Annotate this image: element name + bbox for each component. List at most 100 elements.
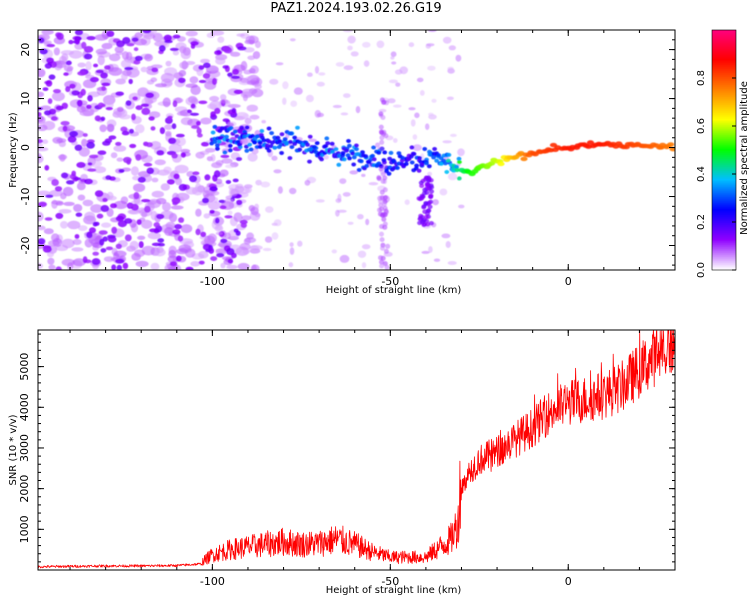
noise-cell <box>174 164 189 174</box>
noise-cell <box>100 248 107 253</box>
noise-cell <box>47 98 53 104</box>
noise-cell <box>160 72 175 83</box>
signal-cell <box>400 155 405 160</box>
signal-cell <box>376 150 382 155</box>
noise-cell <box>83 53 93 60</box>
noise-cell <box>94 115 101 122</box>
noise-cell <box>151 177 159 183</box>
noise-cell <box>429 189 435 194</box>
noise-cell <box>55 266 62 270</box>
noise-cell <box>262 247 272 252</box>
colorbar-segment <box>712 42 736 45</box>
noise-cell <box>242 113 250 120</box>
noise-cell <box>227 258 234 264</box>
noise-cell <box>198 79 207 84</box>
colorbar-segment <box>712 136 736 139</box>
noise-cell <box>43 40 52 45</box>
noise-cell <box>135 154 142 161</box>
noise-cell <box>149 228 158 233</box>
noise-cell <box>172 34 181 39</box>
noise-cell <box>391 61 397 65</box>
signal-cell <box>409 145 415 150</box>
colorbar-segment <box>712 162 736 165</box>
noise-cell <box>379 139 385 145</box>
noise-cell <box>171 153 178 159</box>
noise-cell <box>428 194 434 199</box>
noise-cell <box>282 97 287 105</box>
colorbar-segment <box>712 228 736 231</box>
signal-cell <box>215 146 220 151</box>
snr-x-axis-title: Height of straight line (km) <box>326 585 462 596</box>
noise-cell <box>38 190 51 196</box>
noise-cell <box>176 111 189 116</box>
signal-cell <box>454 164 459 169</box>
noise-cell <box>105 175 112 180</box>
noise-cell <box>38 112 42 117</box>
snr-line <box>38 330 675 569</box>
noise-cell <box>214 197 219 203</box>
noise-cell <box>177 235 184 242</box>
signal-cell <box>215 143 220 148</box>
noise-cell <box>74 30 84 36</box>
noise-cell <box>363 60 370 67</box>
signal-cell <box>382 150 388 155</box>
noise-cell <box>122 262 129 270</box>
noise-cell <box>404 199 410 205</box>
noise-cell <box>42 87 49 91</box>
colorbar-segment <box>712 248 736 251</box>
signal-cell <box>434 158 440 163</box>
colorbar-segment <box>712 120 736 123</box>
colorbar-segment <box>712 62 736 65</box>
noise-cell <box>349 170 359 175</box>
noise-cell <box>52 238 63 247</box>
noise-cell <box>71 247 84 252</box>
noise-cell <box>61 172 69 179</box>
noise-cell <box>40 105 51 111</box>
colorbar-segment <box>712 160 736 163</box>
noise-cell <box>129 240 139 251</box>
noise-cell <box>56 32 64 41</box>
noise-cell <box>196 120 201 126</box>
noise-cell <box>205 248 211 253</box>
signal-cell <box>456 156 462 161</box>
noise-cell <box>38 37 45 44</box>
colorbar-segment <box>712 34 736 37</box>
colorbar-segment <box>712 66 736 69</box>
snr-background <box>38 330 675 570</box>
noise-cell <box>244 185 252 194</box>
noise-cell <box>115 258 125 264</box>
noise-cell <box>304 179 311 186</box>
noise-cell <box>318 72 326 76</box>
signal-cell <box>222 150 228 155</box>
noise-cell <box>141 219 153 229</box>
noise-cell <box>178 183 188 191</box>
noise-cell <box>244 39 255 45</box>
noise-cell <box>425 211 430 216</box>
colorbar-segment <box>712 230 736 233</box>
noise-cell <box>380 245 385 251</box>
signal-cell <box>363 154 369 159</box>
noise-cell <box>87 162 93 166</box>
noise-cell <box>213 170 221 178</box>
colorbar-segment <box>712 30 736 33</box>
spectrogram-frame <box>37 29 676 271</box>
noise-cell <box>425 123 430 130</box>
colorbar-segment <box>712 180 736 183</box>
noise-cell <box>116 264 122 270</box>
noise-cell <box>378 255 383 261</box>
noise-cell <box>414 112 420 119</box>
noise-cell <box>140 66 148 73</box>
noise-cell <box>273 219 282 227</box>
noise-cell <box>375 142 381 148</box>
noise-cell <box>45 80 53 87</box>
snr-x-tick-label: 0 <box>565 575 572 588</box>
noise-cell <box>65 60 72 66</box>
signal-cell <box>212 124 218 129</box>
noise-cell <box>355 106 361 114</box>
signal-cell <box>295 125 300 130</box>
noise-cell <box>433 258 441 262</box>
noise-cell <box>175 133 185 138</box>
noise-cell <box>129 143 137 149</box>
colorbar-segment <box>712 256 736 259</box>
colorbar-segment <box>712 238 736 241</box>
